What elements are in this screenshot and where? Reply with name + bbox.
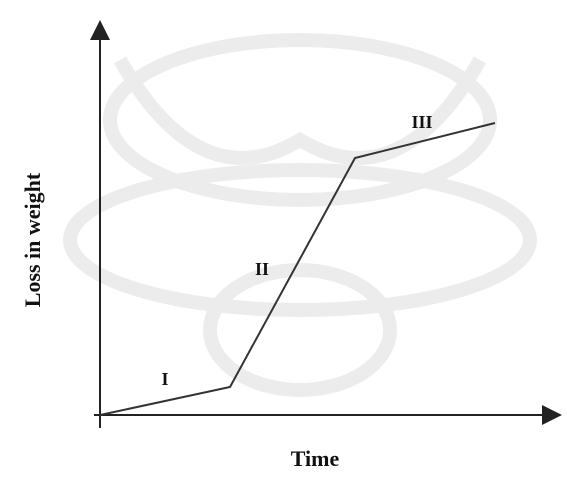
curve xyxy=(99,122,496,416)
stage-label: I xyxy=(161,369,168,389)
x-axis-label: Time xyxy=(291,446,340,471)
stage-label: III xyxy=(411,112,432,132)
y-axis-label: Loss in weight xyxy=(20,172,45,307)
watermark xyxy=(63,33,537,397)
stage-label: II xyxy=(255,259,269,279)
